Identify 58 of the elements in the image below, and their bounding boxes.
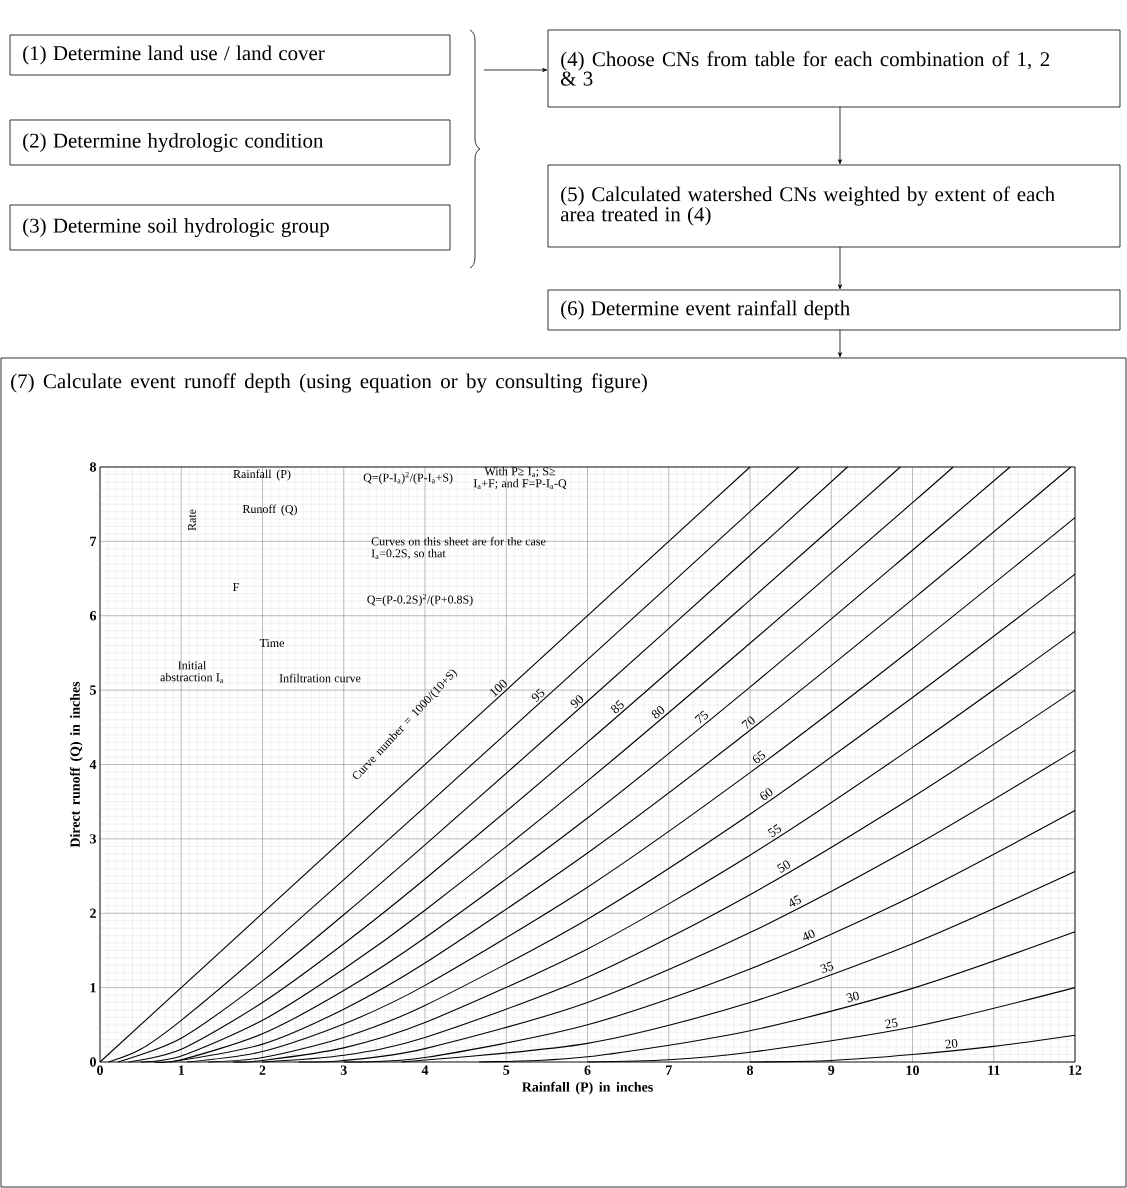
text: 70 bbox=[741, 716, 755, 729]
y-tick-label: 0 bbox=[90, 1057, 96, 1067]
annotation: Runoff (Q) bbox=[242, 504, 297, 516]
text: (4) Choose CNs from table for each combination of 1, 2 & 3 bbox=[560, 51, 1050, 86]
text: 35 bbox=[820, 961, 834, 974]
x-tick-label: 11 bbox=[988, 1065, 1000, 1075]
text: (6) Determine event rainfall depth bbox=[561, 300, 850, 320]
text: 30 bbox=[846, 991, 859, 1003]
annotation: Q=(P-0.2S)$^{2}$/(P+0.8S) bbox=[367, 593, 473, 607]
x-tick-label: 12 bbox=[1069, 1065, 1082, 1075]
x-tick-label: 6 bbox=[584, 1065, 591, 1075]
text: (1) Determine land use / land cover bbox=[23, 45, 325, 65]
annotation: Infiltration curve bbox=[279, 673, 361, 683]
x-tick-label: 9 bbox=[828, 1065, 835, 1075]
annotation: F bbox=[233, 583, 239, 591]
x-tick-label: 3 bbox=[340, 1065, 347, 1075]
text: 95 bbox=[531, 688, 545, 703]
annotation: Rate bbox=[188, 509, 196, 531]
x-axis-title: Rainfall (P) in inches bbox=[522, 1081, 653, 1095]
text: 50 bbox=[776, 860, 790, 873]
text: 85 bbox=[611, 700, 624, 714]
text: 75 bbox=[694, 710, 709, 724]
y-tick-label: 4 bbox=[89, 759, 97, 770]
text: 40 bbox=[803, 929, 815, 941]
y-tick-label: 3 bbox=[90, 834, 97, 844]
text: 55 bbox=[767, 824, 782, 838]
annotation: Curves on this sheet are for the case I$_{a}$=0.2S, so that bbox=[371, 536, 546, 560]
text: (2) Determine hydrologic condition bbox=[23, 132, 324, 153]
text: 90 bbox=[570, 695, 584, 709]
text: 25 bbox=[885, 1018, 898, 1029]
text: 20 bbox=[945, 1039, 958, 1049]
y-tick-label: 6 bbox=[89, 611, 97, 621]
y-tick-label: 5 bbox=[90, 685, 96, 695]
annotation: Initial abstraction I$_{a}$ bbox=[160, 660, 224, 684]
y-axis-title: Direct runoff (Q) in inches bbox=[69, 681, 83, 848]
y-tick-label: 1 bbox=[90, 983, 96, 993]
annotation: Rainfall (P) bbox=[233, 469, 291, 481]
y-tick-label: 8 bbox=[89, 462, 97, 472]
text: 45 bbox=[789, 895, 801, 907]
annotation: Time bbox=[259, 638, 284, 647]
annotation: Q=(P-I$_{a}$)$^{2}$/(P-I$_{a}$+S) bbox=[363, 471, 453, 485]
chart-title: (7) Calculate event runoff depth (using equation or by consulting figure) bbox=[11, 373, 647, 393]
text: 65 bbox=[752, 750, 766, 764]
x-tick-label: 10 bbox=[906, 1065, 919, 1075]
text: With P≥ I$_{a}$; S≥ I$_{a}$+F; and F=P-I$_{a}$-Q bbox=[473, 466, 567, 490]
text: 80 bbox=[651, 706, 665, 719]
x-tick-label: 8 bbox=[746, 1065, 754, 1075]
x-tick-label: 7 bbox=[666, 1065, 672, 1075]
x-tick-label: 5 bbox=[503, 1065, 510, 1075]
x-tick-label: 4 bbox=[421, 1065, 429, 1075]
text: (3) Determine soil hydrologic group bbox=[23, 217, 329, 238]
text: 100 bbox=[490, 679, 507, 697]
y-tick-label: 7 bbox=[90, 536, 97, 546]
y-tick-label: 2 bbox=[90, 908, 96, 918]
x-tick-label: 1 bbox=[178, 1065, 185, 1075]
text: 60 bbox=[760, 788, 773, 800]
text: (5) Calculated watershed CNs weighted by extent of each area treated in (4) bbox=[560, 186, 1055, 226]
x-tick-label: 2 bbox=[259, 1065, 266, 1075]
